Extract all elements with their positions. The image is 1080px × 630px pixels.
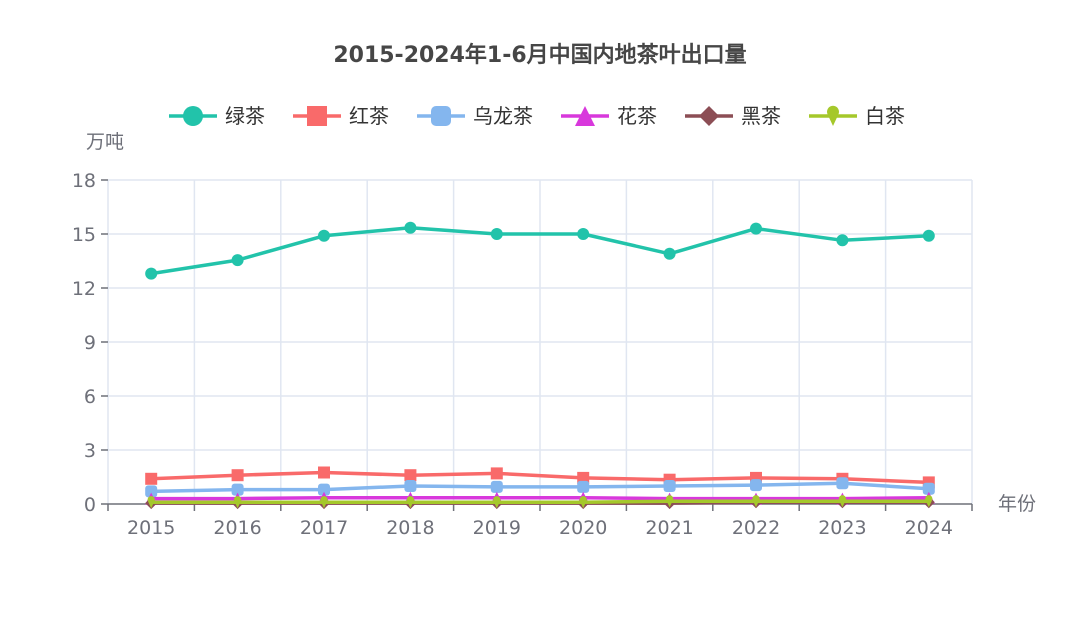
series-6 [147, 495, 933, 509]
x-tick-label: 2021 [645, 517, 693, 539]
legend-symbol-icon [183, 106, 203, 126]
x-tick-label: 2015 [127, 517, 175, 539]
y-tick-label: 9 [84, 332, 96, 354]
legend-symbol-icon [307, 106, 327, 126]
legend-item[interactable]: 花茶 [561, 104, 657, 128]
data-point [922, 229, 935, 242]
data-point [752, 495, 760, 508]
data-point [404, 221, 417, 234]
data-point [318, 466, 330, 479]
legend-label: 花茶 [617, 104, 657, 128]
data-point [579, 496, 587, 509]
y-tick-label: 0 [84, 494, 96, 516]
data-point [836, 477, 849, 490]
y-axis-label: 万吨 [86, 131, 124, 153]
data-point [404, 469, 417, 482]
data-point [147, 496, 155, 509]
x-tick-label: 2016 [213, 517, 261, 539]
x-tick-label: 2024 [905, 517, 953, 539]
data-point [490, 467, 503, 480]
data-point [663, 480, 676, 492]
data-point [490, 480, 503, 493]
series-line [151, 499, 929, 504]
x-tick-label: 2023 [818, 517, 866, 539]
x-tick-label: 2018 [386, 517, 434, 539]
legend: 绿茶 红茶 乌龙茶 花茶 黑茶 白茶 [169, 104, 905, 128]
data-point [922, 482, 935, 495]
y-tick-label: 18 [72, 170, 96, 192]
data-point [925, 495, 933, 508]
series-1 [145, 221, 935, 280]
data-point [404, 480, 417, 492]
legend-symbol-icon [431, 106, 451, 126]
data-point [663, 247, 676, 260]
data-point [318, 229, 330, 242]
series-3 [145, 477, 935, 498]
legend-label: 绿茶 [225, 104, 265, 128]
legend-item[interactable]: 红茶 [293, 104, 389, 128]
data-point [406, 496, 415, 509]
series-line [151, 481, 929, 494]
data-point [490, 228, 503, 240]
data-point [231, 483, 244, 496]
data-point [145, 485, 158, 498]
legend-symbol-icon [699, 106, 719, 126]
x-tick-label: 2020 [559, 517, 607, 539]
data-point [233, 496, 242, 509]
y-tick-label: 3 [84, 440, 96, 462]
data-point [577, 228, 590, 240]
x-axis-label: 年份 [998, 493, 1036, 515]
y-tick-label: 6 [84, 386, 96, 408]
data-point [493, 496, 501, 509]
legend-label: 乌龙茶 [473, 104, 533, 128]
data-point [666, 495, 674, 508]
series-layer [145, 221, 935, 510]
x-tick-label: 2019 [473, 517, 521, 539]
x-tick-label: 2022 [732, 517, 780, 539]
legend-label: 白茶 [865, 104, 905, 128]
legend-item[interactable]: 黑茶 [685, 104, 781, 128]
y-tick-label: 12 [72, 278, 96, 300]
legend-item[interactable]: 白茶 [809, 104, 905, 128]
data-point [145, 472, 158, 485]
legend-label: 红茶 [349, 104, 389, 128]
y-tick-label: 15 [72, 224, 96, 246]
series-line [151, 470, 929, 485]
data-point [231, 254, 244, 267]
data-point [320, 496, 328, 509]
x-tick-label: 2017 [300, 517, 348, 539]
data-point [838, 495, 846, 508]
series-line [151, 495, 929, 501]
legend-symbol-icon [827, 105, 839, 126]
series-line [150, 225, 929, 276]
data-point [750, 222, 762, 235]
legend-label: 黑茶 [741, 104, 781, 128]
legend-item[interactable]: 绿茶 [169, 104, 265, 128]
data-point [836, 234, 849, 247]
data-point [750, 479, 762, 492]
legend-symbol-icon [575, 106, 595, 126]
data-point [318, 483, 330, 496]
grid [107, 179, 973, 504]
legend-item[interactable]: 乌龙茶 [417, 104, 533, 128]
data-point [145, 267, 158, 280]
data-point [231, 469, 244, 482]
data-point [577, 480, 590, 493]
chart-title: 2015-2024年1-6月中国内地茶叶出口量 [333, 42, 746, 68]
